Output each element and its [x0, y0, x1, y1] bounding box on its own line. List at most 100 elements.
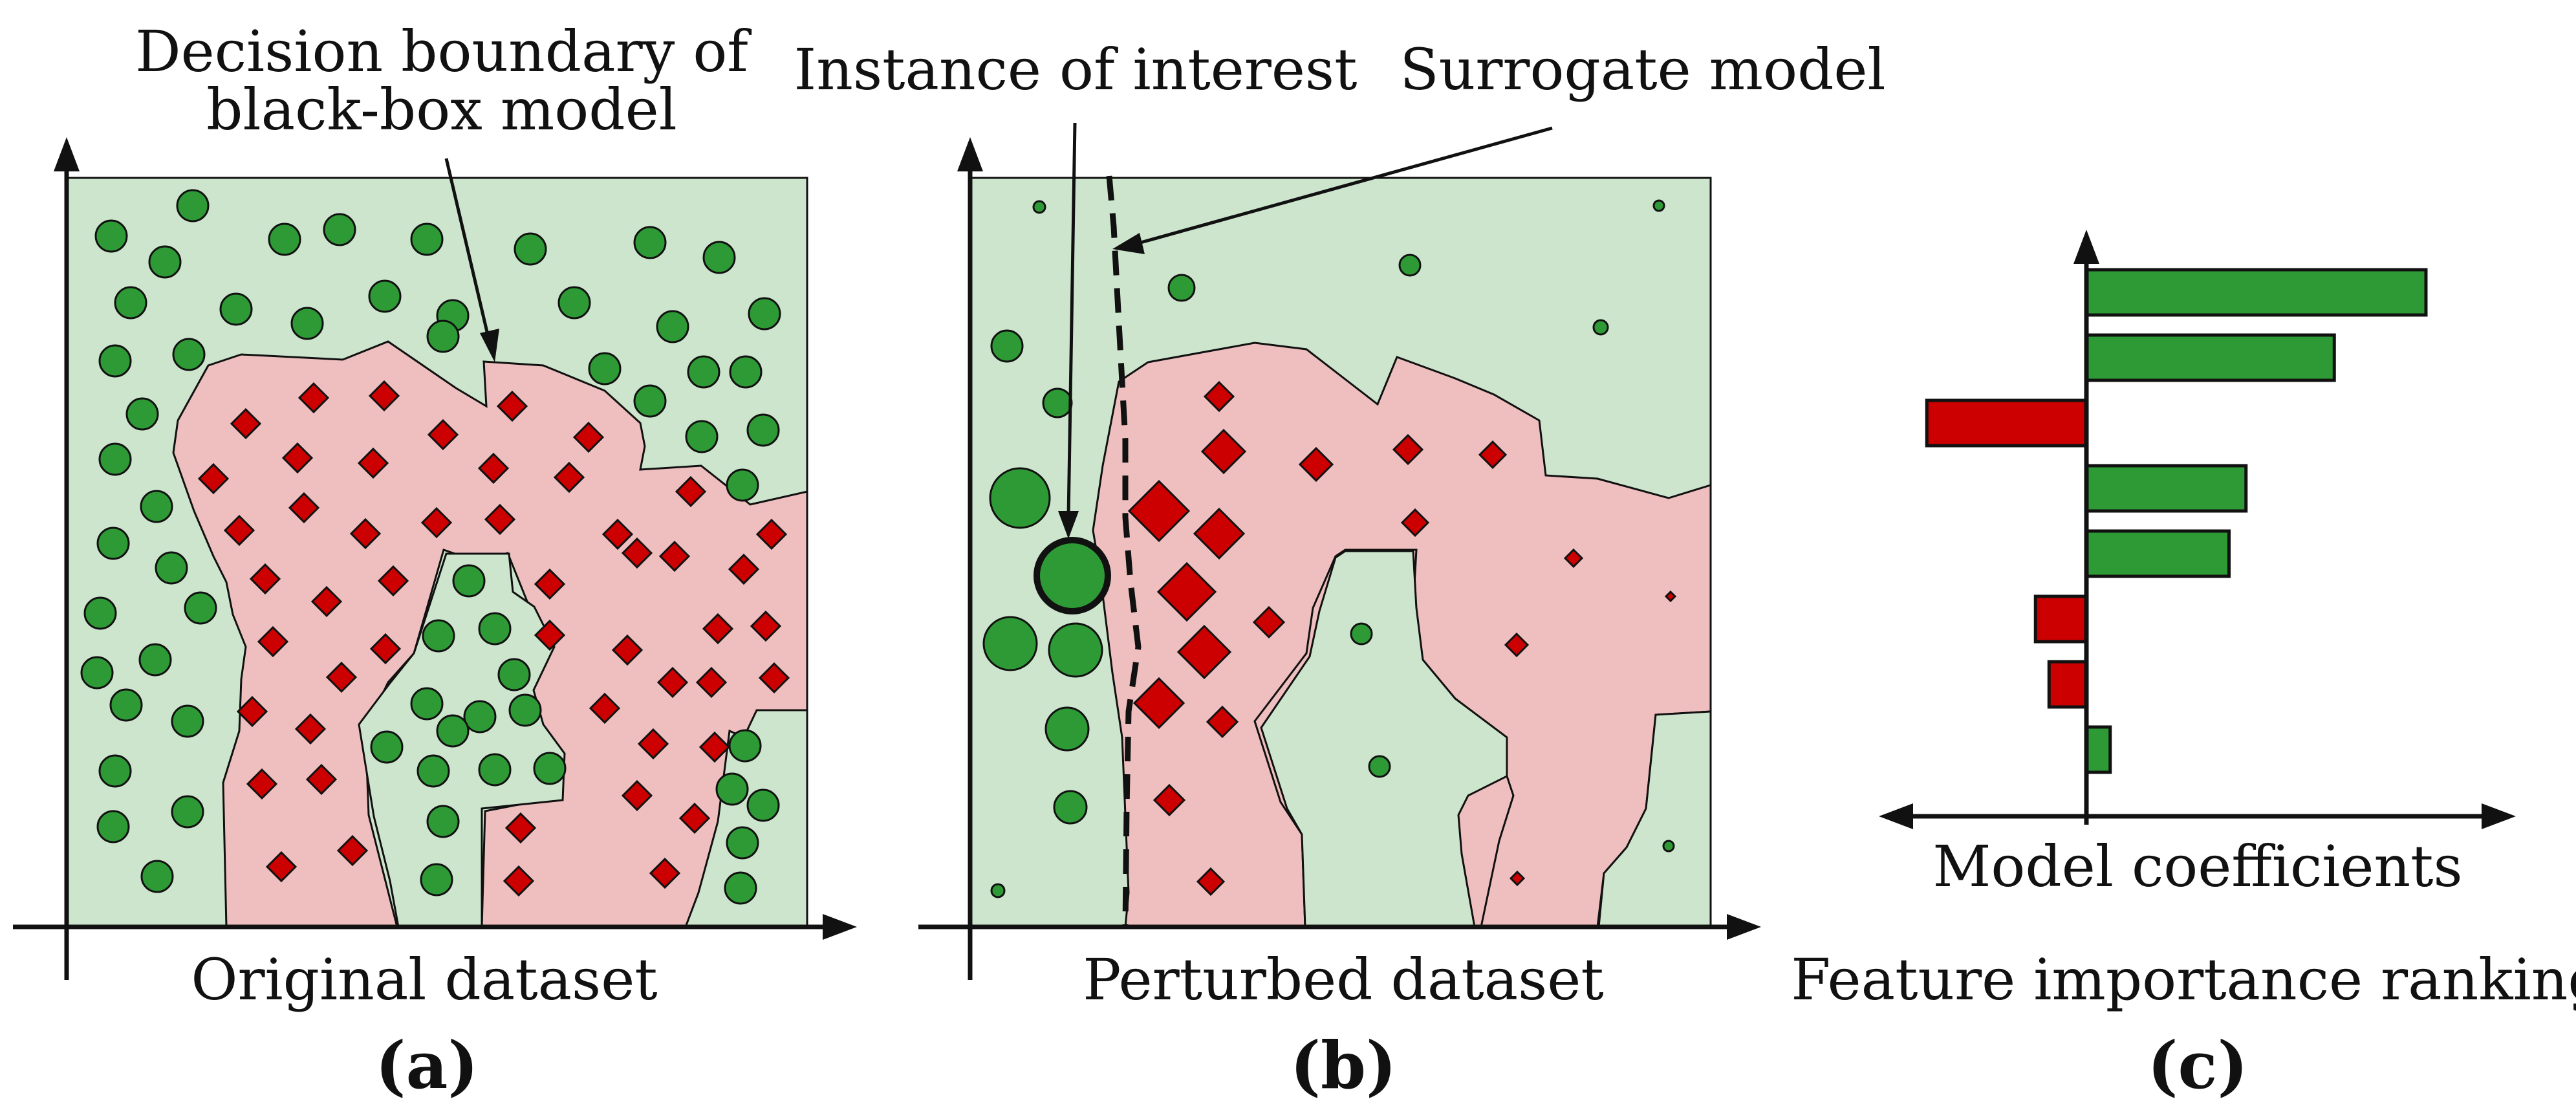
green-circle-point	[746, 413, 780, 447]
red-diamond-point	[477, 452, 510, 484]
green-circle-point	[426, 805, 460, 838]
green-circle-point	[370, 730, 404, 764]
green-circle-point	[268, 223, 301, 256]
green-circle-point	[990, 883, 1006, 898]
green-circle-point	[746, 788, 780, 822]
green-circle-point	[422, 619, 455, 653]
coefficient-bar-5	[2084, 529, 2231, 578]
coefficient-bar-1	[2084, 268, 2428, 317]
red-diamond-point	[589, 692, 621, 724]
panel-b-letter: (b)	[1290, 1027, 1397, 1103]
green-circle-point	[533, 752, 567, 785]
panel-c-letter: (c)	[2147, 1027, 2248, 1103]
red-diamond-point	[230, 407, 262, 440]
red-diamond-point	[611, 634, 644, 666]
green-circle-point	[463, 700, 497, 733]
green-circle-point	[1350, 622, 1373, 646]
red-diamond-point	[325, 661, 358, 693]
red-diamond-point	[257, 625, 289, 658]
panel-b-y-arrowhead	[957, 137, 983, 171]
coefficient-bar-8	[2084, 725, 2112, 774]
panel-a-y-arrowhead	[54, 137, 80, 171]
red-diamond-point	[1200, 428, 1247, 475]
green-circle-point	[514, 232, 547, 266]
green-circle-point	[497, 658, 531, 691]
green-circle-point	[588, 352, 622, 386]
red-diamond-point	[750, 610, 782, 642]
red-diamond-point	[534, 568, 566, 600]
panel-c: Model coefficients Feature importance ra…	[1791, 230, 2576, 1103]
coefficient-bar-7	[2047, 660, 2088, 709]
panel-c-bars	[1925, 268, 2428, 774]
panel-c-y-arrowhead	[2073, 230, 2099, 264]
red-diamond-point	[1176, 624, 1232, 680]
red-diamond-point	[503, 865, 535, 897]
panel-c-axis-label: Model coefficients	[1932, 833, 2462, 900]
red-diamond-point	[249, 563, 281, 595]
red-diamond-point	[1664, 590, 1677, 603]
red-diamond-point	[755, 518, 788, 550]
panel-b-green-island	[1260, 550, 1508, 928]
red-diamond-point	[728, 553, 760, 585]
red-diamond-point	[758, 662, 790, 694]
red-diamond-point	[1509, 870, 1526, 887]
panel-b-x-arrowhead	[1727, 914, 1761, 940]
panel-a: Decision boundary of black-box model Ori…	[13, 18, 857, 1103]
green-circle-point	[219, 292, 253, 326]
panel-b-annotation-instance: Instance of interest	[794, 36, 1358, 103]
red-diamond-point	[572, 421, 605, 453]
green-circle-point	[702, 241, 736, 274]
coefficient-bar-4	[2084, 464, 2248, 513]
coefficient-bar-2	[2084, 333, 2336, 382]
red-diamond-point	[336, 834, 369, 867]
red-diamond-point	[223, 514, 255, 547]
green-circle-point	[436, 714, 470, 748]
red-diamond-point	[281, 442, 314, 474]
panel-b-points	[982, 199, 1677, 898]
green-circle-point	[140, 490, 173, 523]
red-diamond-point	[377, 565, 409, 597]
coefficient-bar-3	[1925, 398, 2088, 448]
red-diamond-point	[349, 517, 382, 550]
red-diamond-point	[305, 763, 338, 796]
red-diamond-point	[368, 380, 400, 412]
green-circle-point	[685, 420, 719, 453]
green-circle-point	[417, 754, 450, 788]
red-diamond-point	[1206, 705, 1239, 739]
panel-a-caption: Original dataset	[191, 946, 657, 1013]
instance-annotation-arrow	[1066, 122, 1077, 518]
panel-b-annotation-surrogate: Surrogate model	[1400, 36, 1885, 103]
red-diamond-point	[504, 812, 537, 844]
green-circle-point	[96, 810, 130, 843]
green-circle-point	[368, 279, 402, 313]
red-diamond-point	[298, 382, 330, 414]
surrogate-annotation-arrowhead	[1112, 233, 1145, 254]
green-circle-point	[96, 527, 130, 560]
green-circle-point	[1053, 790, 1088, 825]
green-circle-point	[426, 320, 460, 353]
green-circle-point	[420, 863, 453, 896]
red-diamond-point	[1193, 507, 1246, 560]
green-circle-point	[557, 286, 591, 320]
panel-c-x-arrowhead-left	[1879, 803, 1913, 829]
green-circle-point	[633, 384, 667, 418]
red-diamond-point	[496, 390, 528, 422]
red-diamond-point	[658, 540, 691, 572]
red-diamond-point	[1252, 605, 1286, 639]
green-circle-point	[290, 307, 324, 340]
green-circle-point	[656, 310, 689, 343]
panel-a-annotation-line2: black-box model	[206, 76, 677, 143]
green-circle-point	[1044, 706, 1090, 752]
green-circle-point	[478, 612, 512, 646]
red-diamond-point	[675, 475, 707, 508]
red-diamond-point	[265, 851, 298, 883]
red-diamond-point	[484, 503, 516, 536]
green-circle-point	[982, 616, 1038, 671]
green-circle-point	[990, 329, 1024, 363]
red-diamond-point	[678, 802, 711, 834]
red-diamond-point	[1203, 380, 1235, 413]
green-circle-point	[98, 344, 132, 378]
coefficient-bar-6	[2033, 594, 2088, 644]
green-circle-point	[724, 871, 757, 905]
green-circle-point	[98, 442, 132, 476]
